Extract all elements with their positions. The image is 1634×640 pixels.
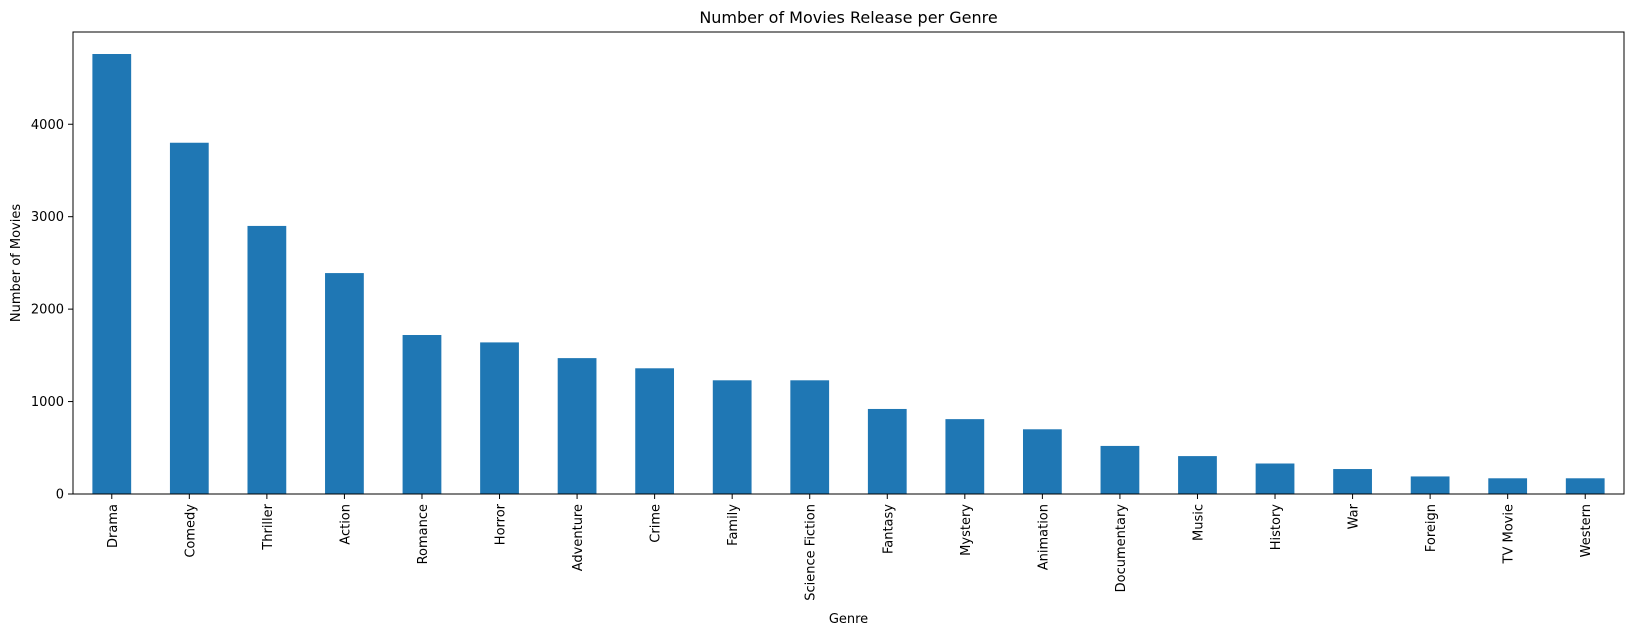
bar-horror	[480, 342, 519, 494]
bar-crime	[635, 368, 675, 494]
x-tick-label: Action	[338, 504, 353, 545]
bar-science-fiction	[790, 380, 830, 494]
x-tick-label: Foreign	[1424, 504, 1439, 552]
bar-animation	[1022, 429, 1062, 494]
x-tick-label: Music	[1191, 504, 1206, 541]
bar-thriller	[247, 225, 287, 494]
bars-group	[92, 54, 1605, 495]
x-axis: Drama Comedy Thriller Action Romance Horror Ad…	[106, 494, 1594, 601]
x-tick-label: Fantasy	[881, 504, 896, 554]
x-tick-label: Crime	[649, 504, 664, 543]
y-tick-label: 3000	[31, 210, 64, 225]
bar-fantasy	[867, 408, 907, 494]
y-tick-label: 1000	[31, 395, 64, 410]
bar-foreign	[1410, 476, 1450, 494]
y-tick-label: 4000	[31, 118, 64, 133]
bar-music	[1178, 456, 1217, 494]
y-tick-label: 0	[56, 488, 64, 503]
bar-action	[325, 273, 364, 494]
x-axis-label: Genre	[829, 612, 868, 627]
x-tick-label: Romance	[416, 504, 431, 564]
x-tick-label: Family	[726, 504, 741, 546]
x-tick-label: Mystery	[959, 504, 974, 556]
bar-family	[712, 380, 752, 494]
x-tick-label: Adventure	[571, 504, 586, 571]
y-axis-label: Number of Movies	[9, 204, 24, 322]
x-tick-label: Western	[1579, 504, 1594, 557]
x-tick-label: Comedy	[183, 504, 198, 558]
x-tick-label: Thriller	[261, 503, 276, 550]
bar-tv-movie	[1488, 478, 1528, 494]
bar-romance	[402, 335, 442, 494]
x-tick-label: Animation	[1036, 504, 1051, 570]
chart-title: Number of Movies Release per Genre	[699, 8, 997, 27]
bar-adventure	[557, 358, 597, 494]
bar-western	[1565, 478, 1605, 494]
x-tick-label: Drama	[106, 504, 121, 548]
x-tick-label: Science Fiction	[804, 504, 819, 601]
y-tick-label: 2000	[31, 303, 64, 318]
x-tick-label: War	[1347, 503, 1362, 529]
bar-comedy	[169, 142, 209, 495]
bar-history	[1255, 463, 1295, 494]
bar-drama	[92, 54, 132, 494]
x-tick-label: History	[1269, 504, 1284, 551]
x-tick-label: TV Movie	[1502, 504, 1517, 564]
plot-frame	[72, 31, 1625, 495]
x-tick-label: Documentary	[1114, 504, 1129, 593]
x-tick-label: Horror	[494, 503, 509, 545]
bar-documentary	[1100, 445, 1140, 494]
y-axis: 0 1000 2000 3000 4000	[31, 118, 73, 503]
bar-mystery	[945, 419, 985, 494]
bar-war	[1333, 469, 1372, 494]
